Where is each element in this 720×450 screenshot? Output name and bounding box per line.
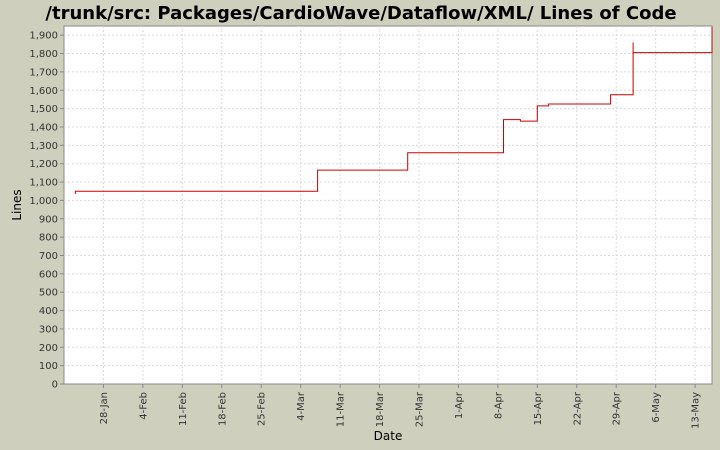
y-tick-label: 1,900: [29, 31, 58, 42]
x-tick-label: 25-Feb: [257, 392, 268, 426]
y-tick-label: 1,600: [29, 86, 58, 97]
x-tick-label: 18-Mar: [375, 391, 386, 427]
x-tick-label: 4-Mar: [296, 391, 307, 421]
y-tick-label: 600: [39, 269, 58, 280]
y-tick-label: 1,200: [29, 159, 58, 170]
x-tick-label: 29-Apr: [612, 391, 623, 425]
y-tick-label: 500: [39, 288, 58, 299]
x-tick-label: 4-Feb: [138, 392, 149, 420]
y-tick-label: 1,000: [29, 196, 58, 207]
x-tick-label: 28-Jan: [99, 392, 110, 424]
x-tick-label: 22-Apr: [572, 391, 583, 425]
y-tick-label: 300: [39, 324, 58, 335]
y-tick-label: 1,400: [29, 122, 58, 133]
x-tick-label: 11-Mar: [336, 391, 347, 427]
x-tick-label: 18-Feb: [217, 392, 228, 426]
grid: [64, 26, 712, 384]
chart-title: /trunk/src: Packages/CardioWave/Dataflow…: [45, 3, 676, 24]
y-tick-label: 1,100: [29, 178, 58, 189]
y-tick-label: 1,500: [29, 104, 58, 115]
y-tick-label: 1,700: [29, 67, 58, 78]
series: [74, 26, 713, 194]
y-tick-label: 900: [39, 214, 58, 225]
y-axis-label: Lines: [10, 189, 24, 220]
y-tick-label: 0: [52, 380, 58, 391]
y-tick-label: 700: [39, 251, 58, 262]
x-tick-label: 6-May: [651, 392, 662, 423]
y-tick-label: 1,800: [29, 49, 58, 60]
x-tick-label: 8-Apr: [493, 391, 504, 419]
x-tick-label: 15-Apr: [533, 391, 544, 425]
y-tick-label: 100: [39, 361, 58, 372]
plot-area: [63, 25, 713, 385]
x-axis-label: Date: [374, 429, 403, 443]
y-tick-label: 800: [39, 233, 58, 244]
x-tick-label: 25-Mar: [414, 391, 425, 427]
y-tick-label: 400: [39, 306, 58, 317]
loc-series-line: [74, 26, 713, 194]
y-tick-label: 1,300: [29, 141, 58, 152]
x-tick-label: 11-Feb: [178, 392, 189, 426]
y-tick-label: 200: [39, 343, 58, 354]
x-tick-label: 13-May: [691, 392, 702, 429]
axes: 0 100 200 300 400 500 600 700 800 900 1,000 1,100 1,…: [29, 31, 701, 429]
x-tick-label: 1-Apr: [454, 391, 465, 419]
